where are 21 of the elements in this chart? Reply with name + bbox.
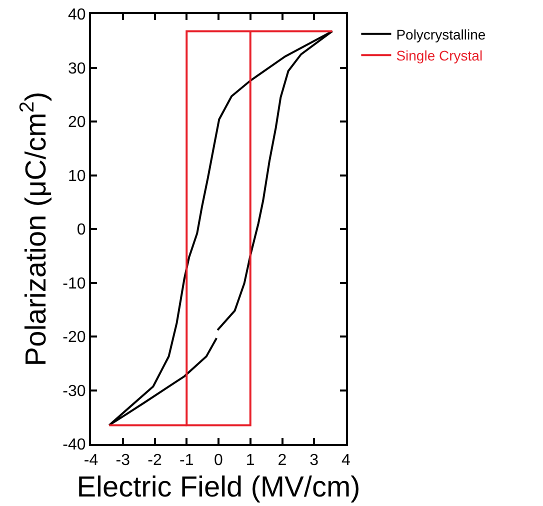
x-tick-label: 2 <box>278 452 287 470</box>
x-tick-label: 3 <box>310 452 319 470</box>
y-tick-label: -20 <box>62 329 86 346</box>
y-tick-label: -10 <box>62 275 86 292</box>
x-tick-label: -4 <box>84 452 98 470</box>
y-tick-label: -30 <box>62 382 86 400</box>
x-tick-label: 0 <box>214 452 224 470</box>
x-tick-label: -3 <box>116 452 130 470</box>
x-axis-title: Electric Field (MV/cm) <box>76 472 360 504</box>
y-tick-label: 20 <box>68 114 86 132</box>
y-tick-label: -40 <box>62 436 86 454</box>
x-tick-label: 4 <box>342 452 351 470</box>
y-tick-label: 0 <box>76 222 86 239</box>
x-tick-label: -2 <box>148 452 162 470</box>
legend-label: Single Crystal <box>396 48 483 64</box>
y-tick-label: 10 <box>68 168 86 185</box>
x-tick-label: 1 <box>246 452 255 470</box>
y-tick-label: 40 <box>68 6 86 24</box>
x-tick-label: -1 <box>180 452 194 470</box>
y-tick-label: 30 <box>68 60 86 78</box>
legend-label: Polycrystalline <box>396 26 486 42</box>
